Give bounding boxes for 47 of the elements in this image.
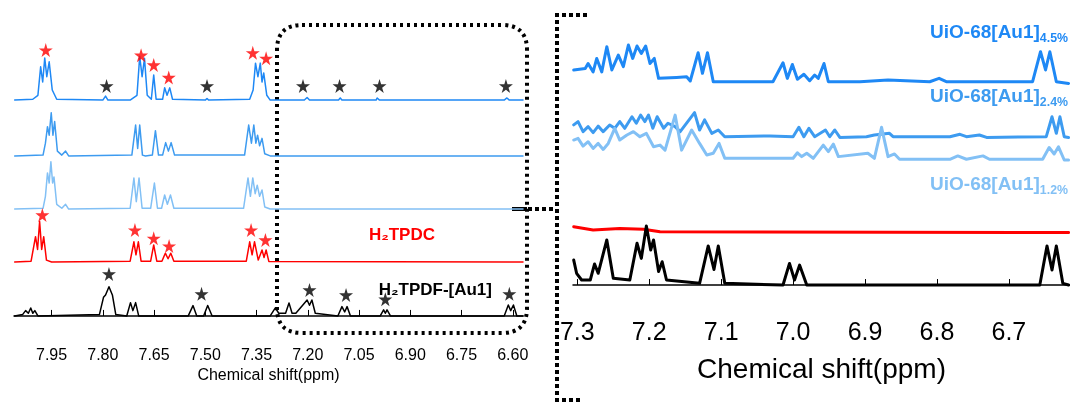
x-tick-label: 7.05	[343, 345, 375, 363]
x-tick-label: 6.60	[497, 345, 529, 363]
x-tick-label: 7.65	[138, 345, 170, 363]
point	[200, 78, 215, 93]
x-tick-label: 6.75	[445, 345, 478, 363]
point	[194, 286, 209, 301]
x-tick-label: 7.2	[631, 316, 667, 345]
point	[99, 78, 114, 93]
x-tick-label: 6.9	[847, 316, 883, 345]
x-tick-label: 6.7	[991, 316, 1027, 345]
x-tick-label: 6.8	[919, 316, 955, 345]
point	[38, 43, 53, 58]
x-tick-label: 7.0	[775, 316, 811, 345]
point	[244, 223, 259, 238]
x-axis-title: Chemical shift(ppm)	[697, 352, 946, 384]
point	[161, 70, 176, 85]
series-label: H₂TPDF-[Au1]	[378, 279, 492, 300]
point	[502, 286, 517, 301]
point	[101, 266, 116, 281]
point	[498, 78, 513, 93]
point	[146, 231, 161, 246]
x-tick-label: 7.1	[703, 316, 739, 345]
point	[245, 45, 260, 60]
point	[296, 78, 310, 93]
point	[258, 232, 273, 247]
point	[339, 287, 354, 302]
x-tick-label: 7.95	[36, 345, 68, 363]
x-tick-label: 7.3	[559, 316, 595, 345]
x-tick-label: 6.90	[394, 345, 426, 363]
x-axis-title: Chemical shift(ppm)	[197, 366, 340, 384]
series-label: UiO-68[Au1]$_{2.4%}$	[930, 85, 1068, 110]
point	[372, 78, 387, 93]
point	[302, 282, 317, 297]
x-tick-label: 7.50	[189, 345, 221, 363]
point	[127, 223, 142, 238]
series-label: UiO-68[Au1]$_{1.2%}$	[930, 172, 1068, 198]
point	[332, 78, 347, 93]
point	[134, 48, 149, 63]
point	[162, 239, 177, 254]
point	[35, 207, 50, 222]
point	[259, 51, 274, 66]
x-tick-label: 7.80	[87, 345, 119, 363]
point	[146, 57, 161, 72]
x-tick-label: 7.35	[240, 345, 273, 363]
series-label: H₂TPDC	[368, 224, 435, 245]
series-label: UiO-68[Au1]$_{4.5%}$	[930, 21, 1068, 46]
x-tick-label: 7.20	[292, 345, 324, 363]
